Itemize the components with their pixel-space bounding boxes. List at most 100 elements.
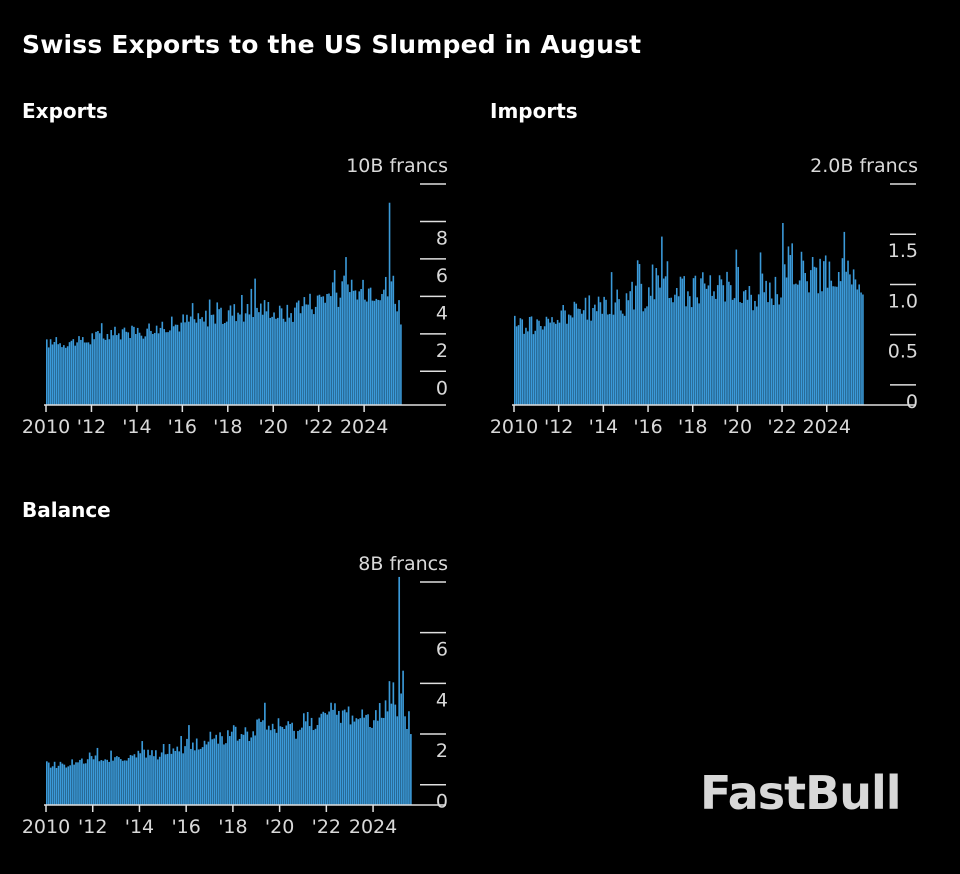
imports-bar (621, 313, 624, 405)
imports-bar (540, 326, 542, 405)
balance-bar (244, 727, 247, 805)
imports-bar (802, 260, 805, 405)
imports-bar (636, 260, 639, 405)
balance-bar (262, 720, 264, 805)
exports-bar (184, 322, 186, 405)
imports-bar (666, 261, 669, 405)
exports-y-tick-label: 4 (436, 302, 448, 324)
exports-bar (203, 321, 205, 405)
exports-bar (248, 314, 251, 405)
imports-bar (595, 311, 598, 405)
imports-bar (776, 294, 779, 405)
exports-bar (383, 289, 385, 405)
imports-bar (757, 294, 760, 405)
imports-bar (841, 258, 844, 405)
exports-bar (388, 202, 391, 405)
exports-bar (138, 332, 141, 405)
exports-bar (191, 303, 194, 405)
imports-bar (709, 275, 712, 405)
exports-bar (278, 305, 281, 405)
exports-bar (74, 345, 77, 405)
balance-bar (388, 681, 391, 805)
balance-bar (88, 752, 91, 805)
balance-bar (349, 724, 352, 805)
imports-bar (813, 266, 816, 405)
imports-bar (837, 272, 840, 405)
exports-bar (305, 304, 308, 405)
exports-bar (335, 292, 338, 405)
imports-bar (689, 296, 691, 405)
imports-bar (521, 319, 524, 405)
exports-bar (170, 316, 173, 405)
balance-bar (390, 703, 393, 805)
imports-y-tick-label: 1.0 (888, 290, 918, 312)
exports-bar (311, 309, 313, 405)
balance-bar (299, 729, 301, 805)
balance-bar (193, 750, 196, 805)
balance-y-tick-label: 2 (436, 740, 448, 762)
balance-bar (310, 717, 313, 805)
imports-bar (633, 309, 635, 405)
balance-bar (404, 716, 406, 805)
exports-bar (195, 322, 198, 405)
balance-bar (215, 734, 218, 805)
exports-bar (225, 321, 228, 405)
balance-bar (203, 740, 206, 805)
exports-bar (250, 288, 253, 405)
imports-bar (795, 283, 797, 405)
balance-bar (86, 759, 89, 805)
balance-bar (306, 712, 309, 805)
exports-bar (307, 304, 309, 405)
exports-bar (227, 310, 230, 405)
balance-bar (341, 710, 344, 805)
imports-y-tick-label: 1.5 (888, 240, 918, 262)
imports-panel-title: Imports (490, 99, 578, 123)
exports-bar (328, 293, 330, 405)
imports-bar (850, 284, 853, 405)
exports-bar (360, 289, 362, 405)
balance-bar (217, 743, 219, 805)
balance-bar (114, 757, 116, 805)
exports-bar (216, 302, 219, 405)
imports-bar (618, 299, 620, 405)
exports-bar (157, 333, 160, 405)
exports-bar (295, 302, 298, 405)
balance-bar (355, 718, 358, 805)
exports-bar (59, 343, 61, 405)
imports-bar (783, 264, 786, 405)
imports-bar (640, 283, 643, 405)
exports-bar (85, 342, 88, 405)
exports-bar (176, 324, 179, 405)
balance-bar (106, 759, 108, 805)
imports-bar (698, 303, 700, 405)
imports-bar (787, 246, 790, 405)
exports-bar (343, 275, 345, 405)
balance-bar (240, 734, 243, 805)
balance-bar (326, 714, 328, 805)
exports-bar (112, 335, 114, 405)
exports-bar (55, 337, 58, 405)
balance-bar (47, 762, 50, 805)
balance-bar (398, 576, 401, 805)
balance-bar (267, 725, 270, 805)
balance-bar (123, 760, 126, 805)
imports-bar (856, 289, 859, 405)
exports-bar (214, 323, 217, 405)
exports-bar (70, 340, 73, 405)
exports-bar (152, 333, 154, 405)
balance-bar (162, 744, 165, 805)
imports-bar (560, 310, 563, 405)
exports-bar (66, 346, 69, 405)
balance-bar (396, 716, 399, 805)
balance-bar (336, 714, 338, 805)
exports-bar (201, 317, 203, 405)
balance-x-tick-label: '18 (218, 816, 247, 838)
exports-bar (174, 324, 177, 405)
imports-bar (642, 311, 645, 405)
imports-bar (672, 302, 674, 405)
exports-bar (261, 314, 264, 405)
balance-bar (302, 713, 305, 805)
balance-bar (172, 748, 175, 805)
balance-bar (219, 732, 221, 805)
exports-bar (282, 318, 285, 405)
